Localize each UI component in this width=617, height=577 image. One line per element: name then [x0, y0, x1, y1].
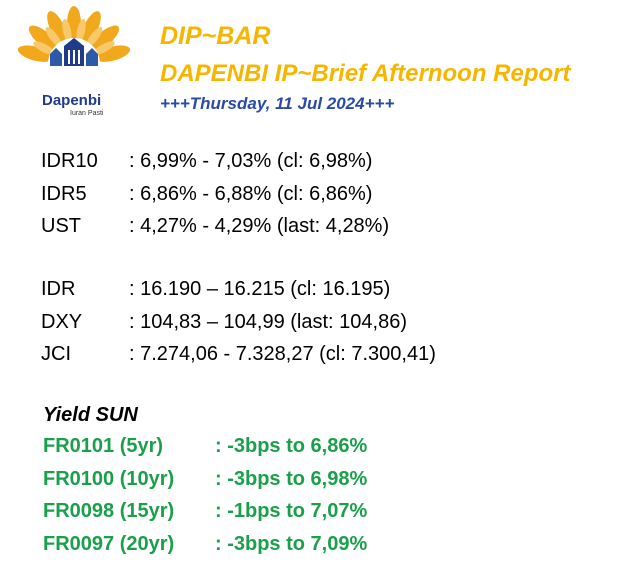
market-value: : 104,83 – 104,99 (last: 104,86): [129, 310, 407, 333]
market-label: JCI: [41, 343, 71, 365]
market-label: IDR: [41, 278, 76, 300]
yield-sun-heading: Yield SUN: [43, 404, 138, 426]
yield-label: IDR10: [41, 150, 98, 172]
sun-series-label: FR0101 (5yr): [43, 435, 164, 457]
yield-value: : 4,27% - 4,29% (last: 4,28%): [129, 215, 390, 237]
yield-value: : 6,99% - 7,03% (cl: 6,98%): [129, 150, 373, 172]
yield-value: : 6,86% - 6,88% (cl: 6,86%): [129, 182, 373, 205]
sun-series-label: FR0098 (15yr): [43, 500, 175, 522]
yield-label: IDR5: [41, 182, 87, 205]
sun-series-value: : -3bps to 6,86%: [215, 435, 368, 457]
sun-series-value: : -3bps to 7,09%: [215, 532, 368, 555]
report-title: DIP~BAR: [160, 22, 271, 50]
dapenbi-logo: Dapenbi Iuran Pasti: [8, 6, 148, 118]
sun-series-label: FR0097 (20yr): [43, 532, 175, 555]
market-label: DXY: [41, 310, 83, 333]
report-date: +++Thursday, 11 Jul 2024+++: [160, 94, 395, 113]
market-value: : 16.190 – 16.215 (cl: 16.195): [129, 278, 391, 300]
sun-series-label: FR0100 (10yr): [43, 467, 175, 490]
logo-tagline: Iuran Pasti: [70, 110, 104, 117]
sun-series-value: : -1bps to 7,07%: [215, 500, 368, 522]
market-value: : 7.274,06 - 7.328,27 (cl: 7.300,41): [129, 343, 436, 365]
yield-label: UST: [41, 215, 81, 237]
sun-building-icon: [17, 6, 131, 88]
logo-name: Dapenbi: [42, 92, 102, 109]
sun-series-value: : -3bps to 6,98%: [215, 467, 368, 490]
report-subtitle: DAPENBI IP~Brief Afternoon Report: [160, 60, 571, 87]
